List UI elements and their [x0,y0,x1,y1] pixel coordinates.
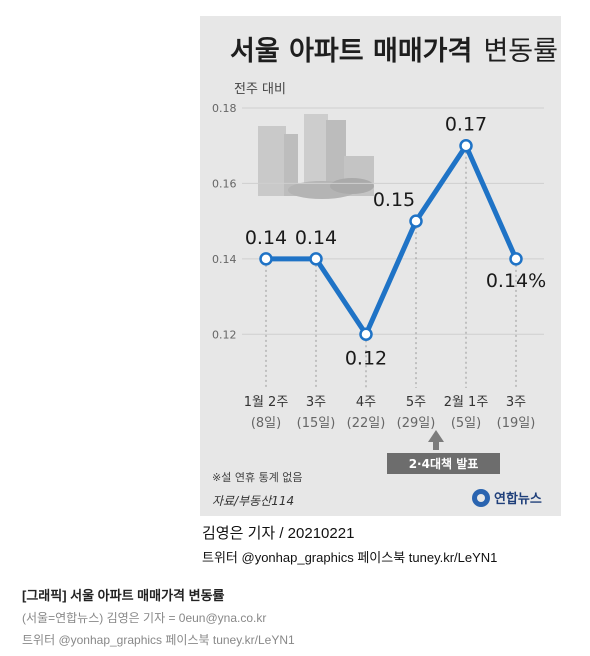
data-label: 0.15 [373,189,415,211]
data-point [409,214,423,228]
chart-note: ※설 연휴 통계 없음 [212,471,303,484]
caption-byline: (서울=연합뉴스) 김영은 기자 = 0eun@yna.co.kr [22,611,267,625]
x-tick-sublabel: (19일) [497,416,536,431]
data-point [309,252,323,266]
series-group [263,143,519,337]
x-tick-label: 5주 [406,395,426,410]
chart-title: 서울 아파트 매매가격 변동률 [230,36,558,67]
x-tick-sublabel: (5일) [451,416,481,431]
caption-title: [그래픽] 서울 아파트 매매가격 변동률 [22,588,225,603]
caption-social: 트위터 @yonhap_graphics 페이스북 tuney.kr/LeYN1 [22,633,295,647]
series-line [263,143,519,337]
data-point [259,252,273,266]
x-tick-label: 3주 [506,395,526,410]
data-label: 0.17 [445,114,487,136]
chart-graphic: 서울 아파트 매매가격 변동률 전주 대비 0.18 0.16 0.14 0.12 0… [200,16,561,516]
y-axis-label: 전주 대비 [234,82,286,97]
x-tick-sublabel: (8일) [251,416,281,431]
x-tick-label: 4주 [356,395,376,410]
data-label: 0.14% [486,270,546,292]
y-tick-labels: 0.18 0.16 0.14 0.12 [212,102,237,341]
data-label: 0.14 [295,227,337,249]
y-tick-label: 0.16 [212,177,237,190]
data-point [509,252,523,266]
annotation-box [387,453,500,474]
annotation-arrow-icon [428,430,444,450]
yonhap-logo: 연합뉴스 [472,489,542,507]
credit-social: 트위터 @yonhap_graphics 페이스북 tuney.kr/LeYN1 [202,550,498,565]
data-labels: 0.14 0.14 0.12 0.15 0.17 0.14% [245,114,546,370]
brand-name: 연합뉴스 [494,491,542,507]
y-tick-label: 0.14 [212,253,237,266]
credit-author: 김영은 기자 / 20210221 [202,525,355,542]
chart-svg: 서울 아파트 매매가격 변동률 전주 대비 0.18 0.16 0.14 0.12 0… [212,36,558,508]
y-tick-label: 0.18 [212,102,237,115]
chart-source: 자료/부동산114 [212,494,294,508]
data-label: 0.14 [245,227,287,249]
data-point [459,138,473,153]
annotation-label: 2·4대책 발표 [409,456,479,471]
data-label: 0.12 [345,347,387,369]
policy-annotation: 2·4대책 발표 [387,430,500,474]
x-tick-label: 1월 2주 [244,395,289,410]
x-tick-sublabel: (29일) [397,416,436,431]
x-tick-sublabel: (22일) [347,416,386,431]
chart-title-sub: 변동률 [483,36,558,67]
x-tick-label: 3주 [306,395,326,410]
y-tick-label: 0.12 [212,328,237,341]
chart-title-main: 서울 아파트 매매가격 [230,36,472,67]
apartment-buildings-illustration [258,114,374,199]
x-tick-sublabel: (15일) [297,416,336,431]
data-point [359,327,373,342]
data-points [259,138,523,342]
guide-lines [265,151,517,388]
x-tick-label: 2월 1주 [444,395,489,410]
x-tick-labels: 1월 2주 (8일) 3주 (15일) 4주 (22일) 5주 (29일) 2월 1주 (5일) 3… [244,395,536,431]
